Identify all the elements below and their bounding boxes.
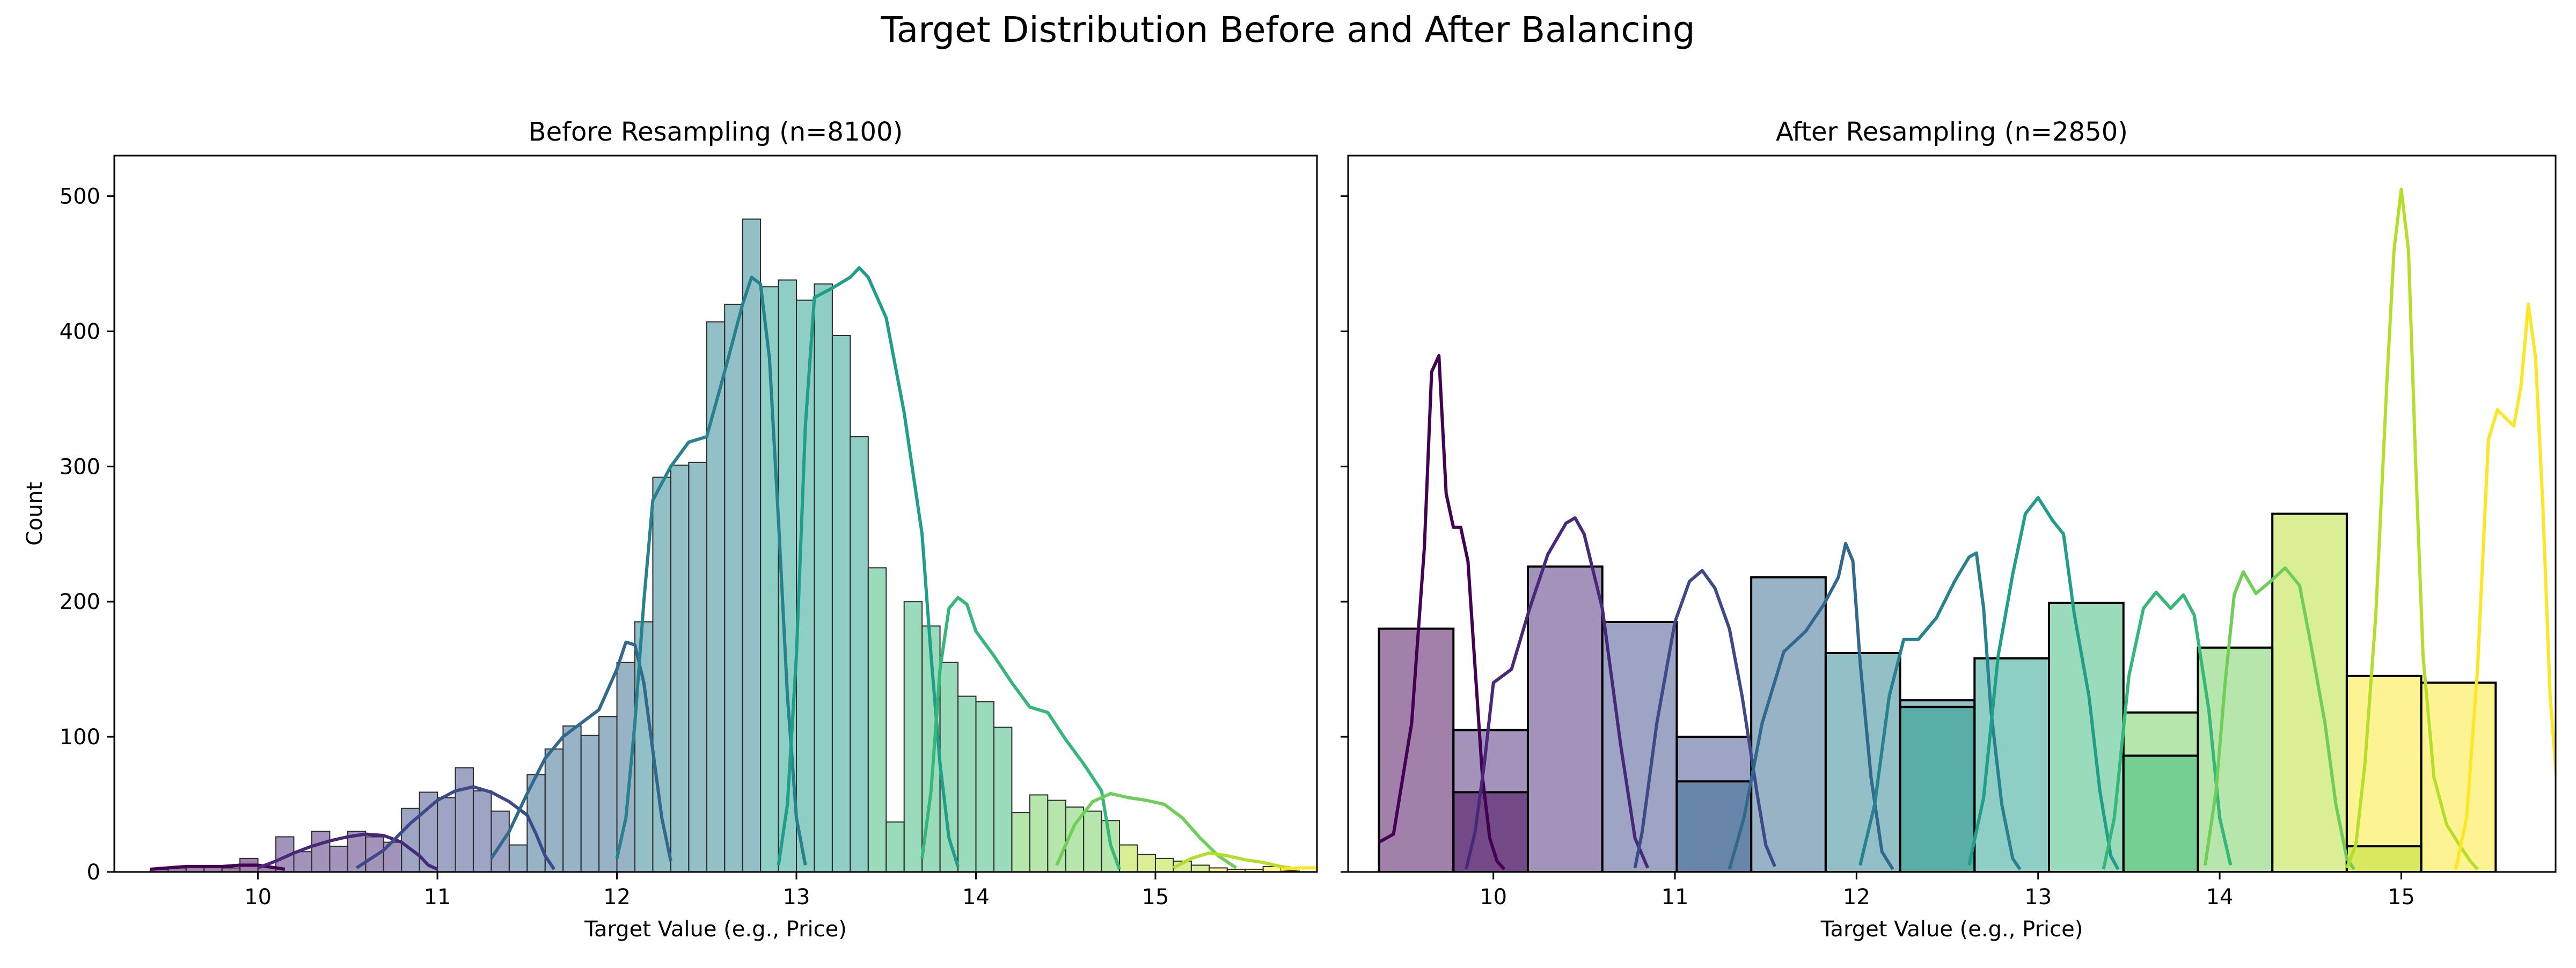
histogram-bar	[689, 463, 706, 872]
histogram-bar	[1602, 622, 1677, 872]
chart-after-resampling: 10 11 12 13 14 15 After Resampling (n=2850) Tar…	[1341, 117, 2576, 942]
histogram-bar	[2347, 676, 2421, 872]
histogram-bar	[599, 716, 617, 872]
histogram-bar	[473, 791, 491, 872]
histogram-bar	[545, 749, 563, 872]
histogram-bar	[1191, 865, 1209, 872]
x-tick-label: 13	[2024, 885, 2052, 910]
histogram-bar	[509, 845, 527, 872]
x-axis-label: Target Value (e.g., Price)	[584, 917, 847, 942]
chart-title: After Resampling (n=2850)	[1776, 117, 2128, 147]
histogram-bar	[1119, 845, 1137, 872]
histogram-bar	[563, 726, 581, 872]
y-tick-label: 0	[87, 860, 100, 885]
histogram-bar	[868, 568, 886, 872]
histogram-bar	[456, 768, 473, 872]
histogram-bar	[1084, 811, 1101, 872]
plot-area	[1379, 189, 2576, 872]
histogram-bar	[958, 696, 976, 872]
histogram-bar	[330, 846, 347, 872]
histogram-bar	[1528, 567, 1602, 872]
histogram-bar	[1048, 801, 1065, 872]
histogram-bar	[671, 465, 689, 872]
histogram-bar	[312, 831, 330, 872]
figure-title: Target Distribution Before and After Bal…	[880, 9, 1695, 50]
histogram-bar	[886, 822, 904, 872]
x-tick-label: 15	[2388, 885, 2415, 910]
x-tick-label: 10	[1480, 885, 1507, 910]
histogram-bar	[850, 437, 868, 872]
x-axis-label: Target Value (e.g., Price)	[1820, 917, 2083, 942]
histogram-bar	[2124, 756, 2198, 872]
y-tick-label: 200	[60, 590, 100, 614]
histogram-bar	[814, 284, 832, 872]
histogram-bar	[1138, 854, 1155, 872]
x-tick-label: 10	[244, 885, 272, 910]
x-tick-label: 12	[603, 885, 631, 910]
histogram-bar	[994, 727, 1012, 872]
y-tick-label: 400	[60, 319, 100, 344]
histogram-bar	[491, 811, 509, 872]
histogram-bar	[1155, 859, 1173, 872]
y-axis-label: Count	[23, 482, 47, 546]
x-tick-label: 12	[1843, 885, 1870, 910]
histogram-bar	[904, 602, 922, 872]
histogram-bar	[743, 219, 760, 872]
y-tick-label: 100	[60, 725, 100, 750]
histogram-bar	[1030, 795, 1048, 872]
histogram-bar	[2347, 846, 2421, 872]
histogram-bar	[294, 852, 311, 872]
chart-title: Before Resampling (n=8100)	[529, 117, 903, 147]
x-tick-label: 13	[783, 885, 810, 910]
x-tick-label: 14	[2206, 885, 2234, 910]
x-tick-label: 15	[1142, 885, 1169, 910]
histogram-bar	[976, 702, 993, 872]
histogram-bar	[581, 736, 599, 872]
x-tick-label: 11	[1662, 885, 1689, 910]
histogram-bar	[1453, 792, 1528, 872]
chart-before-resampling: 10 11 12 13 14 15 0 100 200 300 400 500 Before Resam…	[23, 117, 1407, 942]
histogram-bar	[437, 797, 455, 872]
histogram-bar	[1900, 707, 1975, 872]
plot-area	[150, 219, 1407, 872]
histogram-bar	[1012, 812, 1029, 872]
histogram-bar	[832, 335, 850, 872]
y-tick-label: 300	[60, 454, 100, 479]
x-tick-label: 11	[424, 885, 451, 910]
histogram-bar	[724, 304, 742, 872]
y-tick-label: 500	[60, 185, 100, 209]
x-tick-label: 14	[962, 885, 990, 910]
